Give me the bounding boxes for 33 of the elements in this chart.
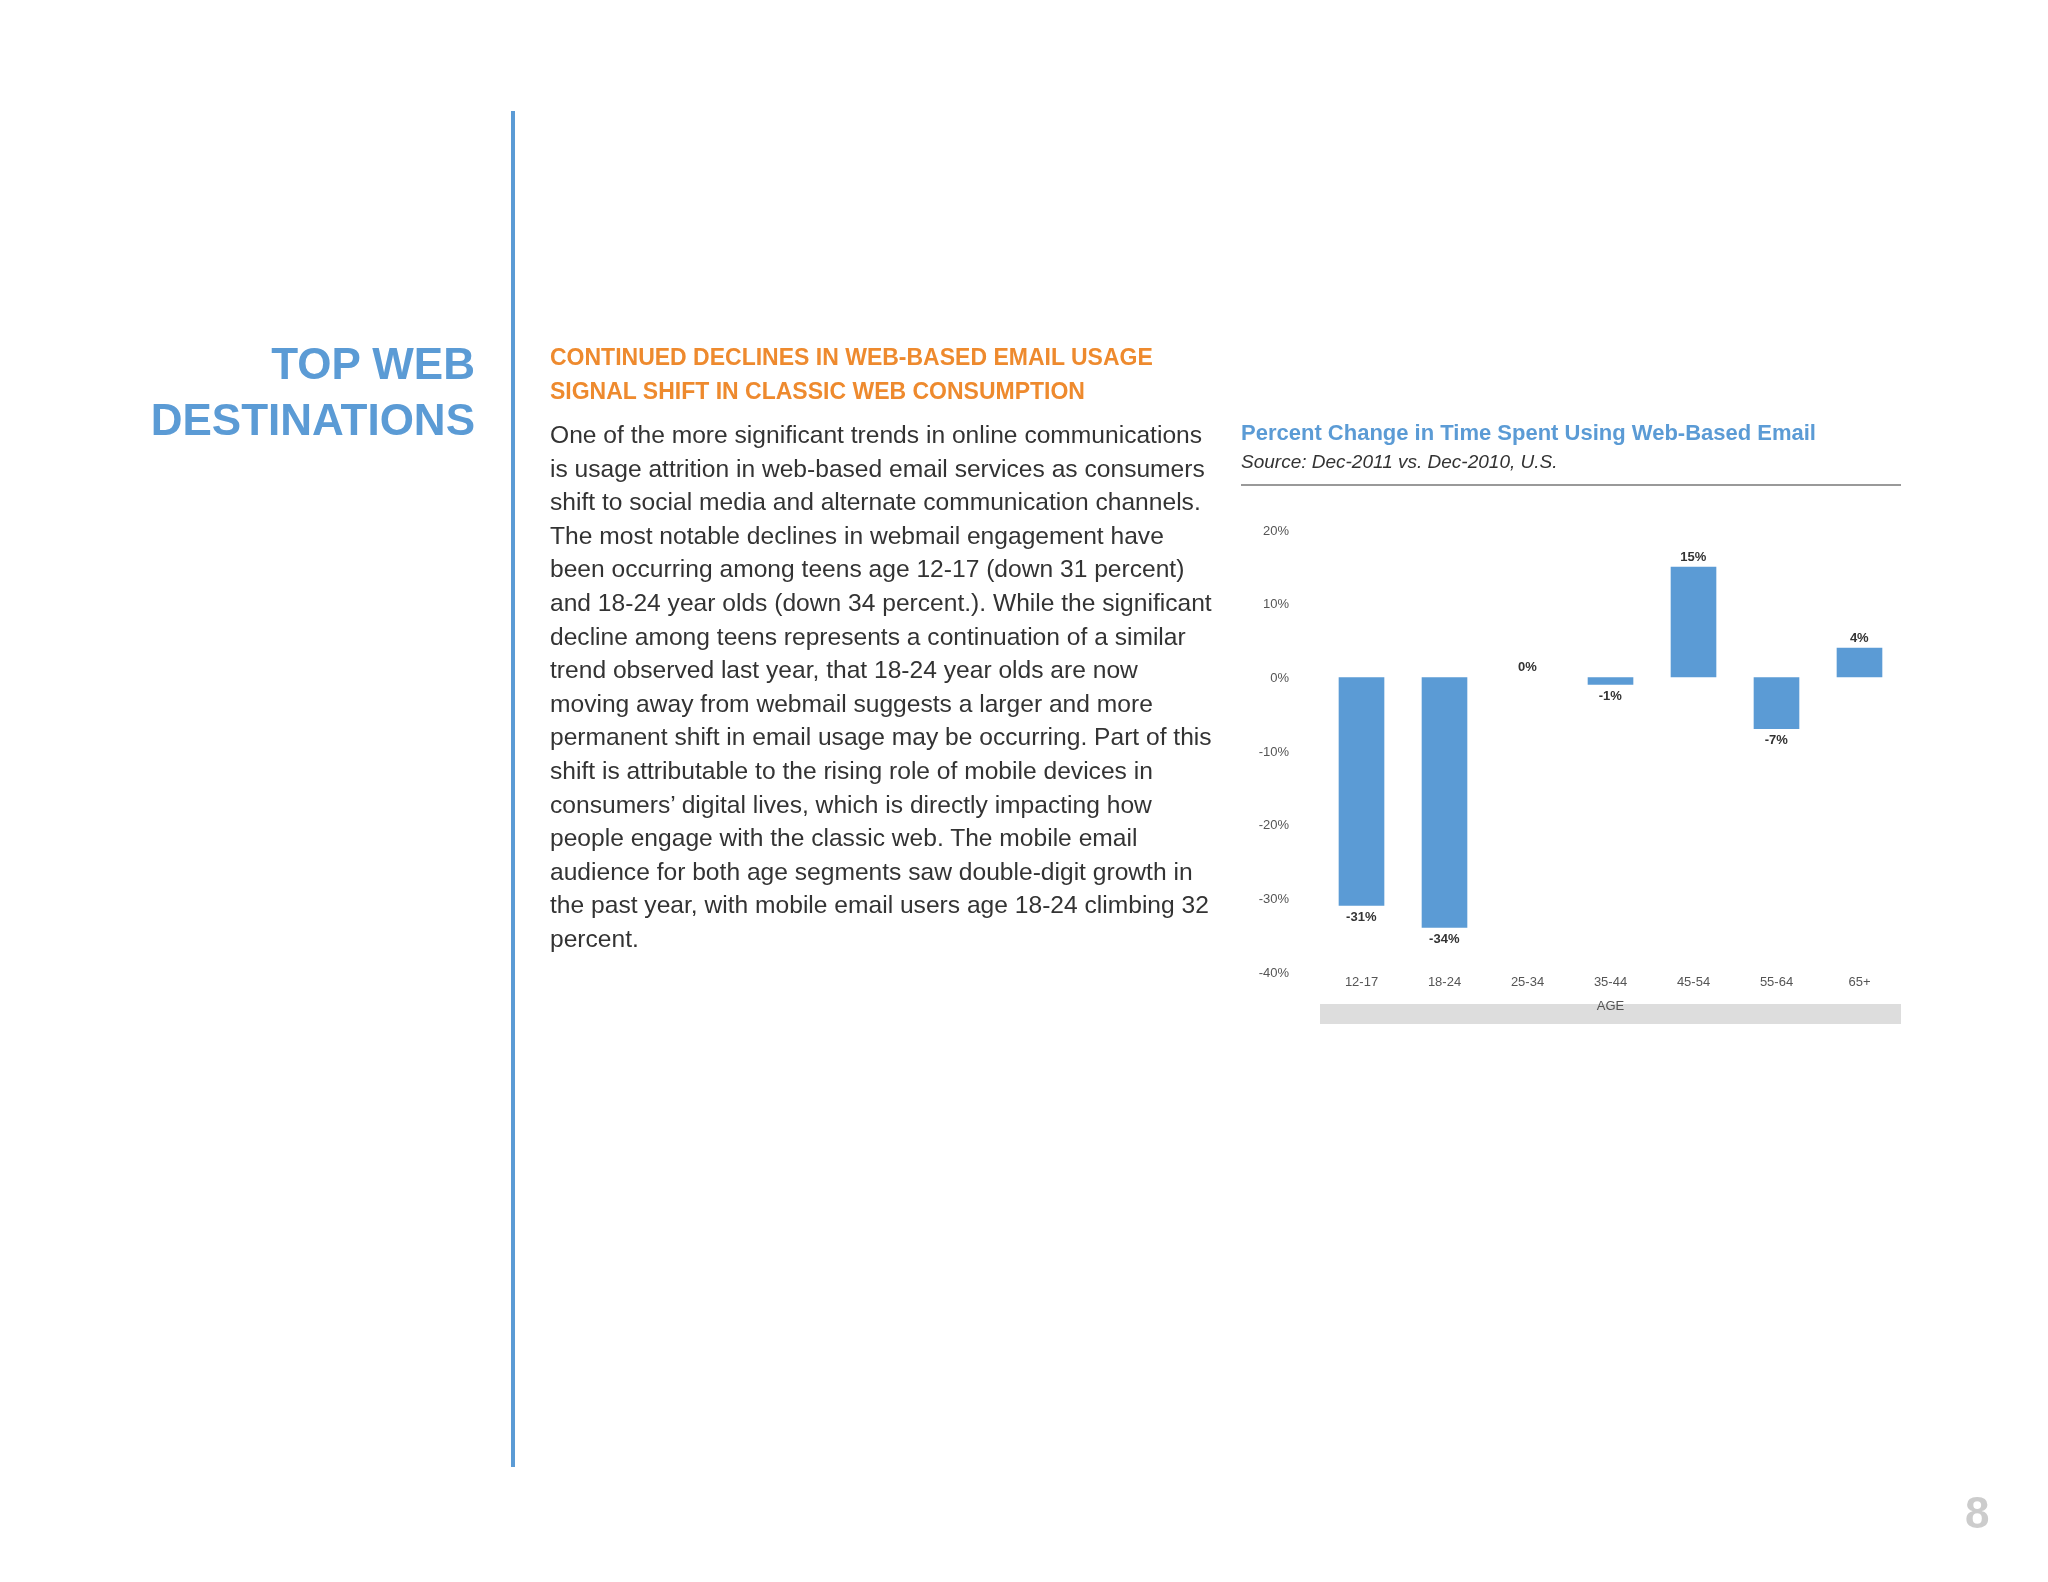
text: One of the more significant trends in online communications is usage attrition in web-based email services as consumers shift to social media and alternate communication channels. The most notable declines in webmail engagement have been occurring among teens age 12-17 (down 31 percent) and 18-24 year olds (down 34 percent.). While the significant decline among teens represents a continuation of a similar trend observed last year, that 18-24 year olds are now moving away from webmail suggests a larger and more permanent shift in email usage may be occurring. Part of this shift is attributable to the rising role of mobile devices in consumers’ digital lives, which is directly impacting how people engage with the classic web. The mobile email audience for both age segments saw double-digit growth in the past year, with mobile email users age 18-24 climbing 32 percent. bbox=[550, 421, 1212, 952]
y-tick-label: -40% bbox=[1258, 964, 1290, 980]
y-tick-label: -20% bbox=[1258, 817, 1290, 833]
y-tick-label: 20% bbox=[1262, 522, 1290, 538]
y-tick-label: 0% bbox=[1270, 669, 1290, 685]
bar bbox=[1421, 677, 1468, 928]
text: CONTINUED DECLINES IN WEB-BASED EMAIL USAGE SIGNAL SHIFT IN CLASSIC WEB CONSUMPTION bbox=[550, 343, 1153, 406]
bar bbox=[1587, 677, 1634, 685]
bar bbox=[1338, 677, 1385, 906]
data-label: -34% bbox=[1429, 930, 1460, 946]
y-tick-label: -10% bbox=[1258, 743, 1290, 759]
x-axis-title: AGE bbox=[1596, 997, 1625, 1013]
x-tick-label: 25-34 bbox=[1510, 974, 1545, 989]
data-label: -7% bbox=[1764, 731, 1789, 747]
data-label: 4% bbox=[1849, 629, 1870, 645]
data-label: -1% bbox=[1598, 687, 1623, 703]
x-tick-label: 35-44 bbox=[1593, 974, 1628, 989]
y-tick-label: 10% bbox=[1262, 596, 1290, 612]
data-label: 0% bbox=[1517, 659, 1538, 675]
data-label: 15% bbox=[1680, 548, 1707, 564]
chart-subtitle: Source: Dec-2011 vs. Dec-2010, U.S. bbox=[1241, 451, 1558, 473]
data-label: -31% bbox=[1346, 908, 1377, 924]
text: TOP WEB DESTINATIONS bbox=[149, 338, 475, 446]
x-tick-label: 55-64 bbox=[1759, 974, 1794, 989]
x-tick-label: 65+ bbox=[1848, 974, 1871, 989]
x-tick-label: 45-54 bbox=[1676, 974, 1711, 989]
x-tick-label: 12-17 bbox=[1344, 974, 1379, 989]
chart-title: Percent Change in Time Spent Using Web-Based Email bbox=[1241, 420, 1816, 446]
x-tick-label: 18-24 bbox=[1427, 974, 1462, 989]
y-tick-label: -30% bbox=[1258, 890, 1290, 906]
bar bbox=[1753, 677, 1800, 729]
bar bbox=[1670, 566, 1717, 678]
bar bbox=[1836, 647, 1883, 678]
